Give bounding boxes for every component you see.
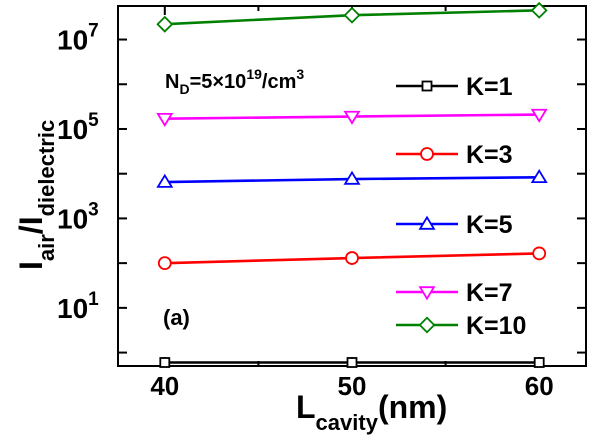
data-point — [530, 1, 548, 19]
series-k-3 — [157, 246, 547, 271]
data-point — [346, 357, 358, 368]
legend-label: K=3 — [466, 141, 513, 169]
legend-item: K=10 — [396, 312, 526, 340]
data-point — [159, 357, 171, 368]
data-point — [343, 170, 361, 185]
x-axis-label: Lcavity(nm) — [296, 389, 447, 435]
legend-marker — [421, 80, 433, 92]
y-tick-label: 103 — [57, 199, 99, 234]
y-tick-label: 101 — [57, 289, 99, 324]
data-point — [156, 112, 174, 128]
data-point — [530, 168, 548, 184]
y-axis-label: Iair/Idielectric — [13, 120, 59, 270]
series-k-5 — [156, 168, 548, 188]
legend-item: K=5 — [396, 211, 513, 239]
x-tick-label: 60 — [525, 371, 554, 401]
series-layer — [156, 1, 548, 368]
data-point — [156, 173, 174, 188]
data-point — [156, 15, 174, 33]
legend-marker — [418, 316, 436, 334]
plot-area: 40 50 60 101 103 105 107 — [57, 5, 587, 401]
legend-item: K=7 — [396, 279, 513, 307]
legend-label: K=10 — [466, 312, 526, 340]
data-point — [343, 110, 361, 125]
y-tick-label: 107 — [57, 21, 99, 56]
legend-label: K=1 — [466, 73, 513, 101]
x-tick-label: 40 — [150, 371, 179, 401]
series-k-7 — [156, 108, 548, 128]
y-tick-label: 105 — [57, 110, 99, 145]
data-point — [157, 256, 172, 271]
legend-label: K=5 — [466, 211, 513, 239]
legend-marker — [420, 147, 434, 161]
legend-marker — [418, 286, 436, 301]
series-k-1 — [159, 357, 545, 368]
legend-label: K=7 — [466, 279, 513, 307]
data-point — [530, 108, 548, 123]
series-k-10 — [156, 1, 548, 33]
legend: K=1 K=3 K=5 K=7 K=10 — [396, 73, 526, 340]
data-point — [343, 6, 361, 24]
legend-item: K=3 — [396, 141, 513, 169]
legend-marker — [418, 215, 436, 230]
data-point — [345, 251, 359, 265]
data-point — [532, 246, 547, 261]
annotation: ND=5×1019/cm3 — [165, 66, 304, 97]
x-tick-label: 50 — [338, 371, 367, 401]
legend-item: K=1 — [396, 73, 513, 101]
panel-label: (a) — [163, 305, 190, 330]
data-point — [533, 357, 545, 368]
